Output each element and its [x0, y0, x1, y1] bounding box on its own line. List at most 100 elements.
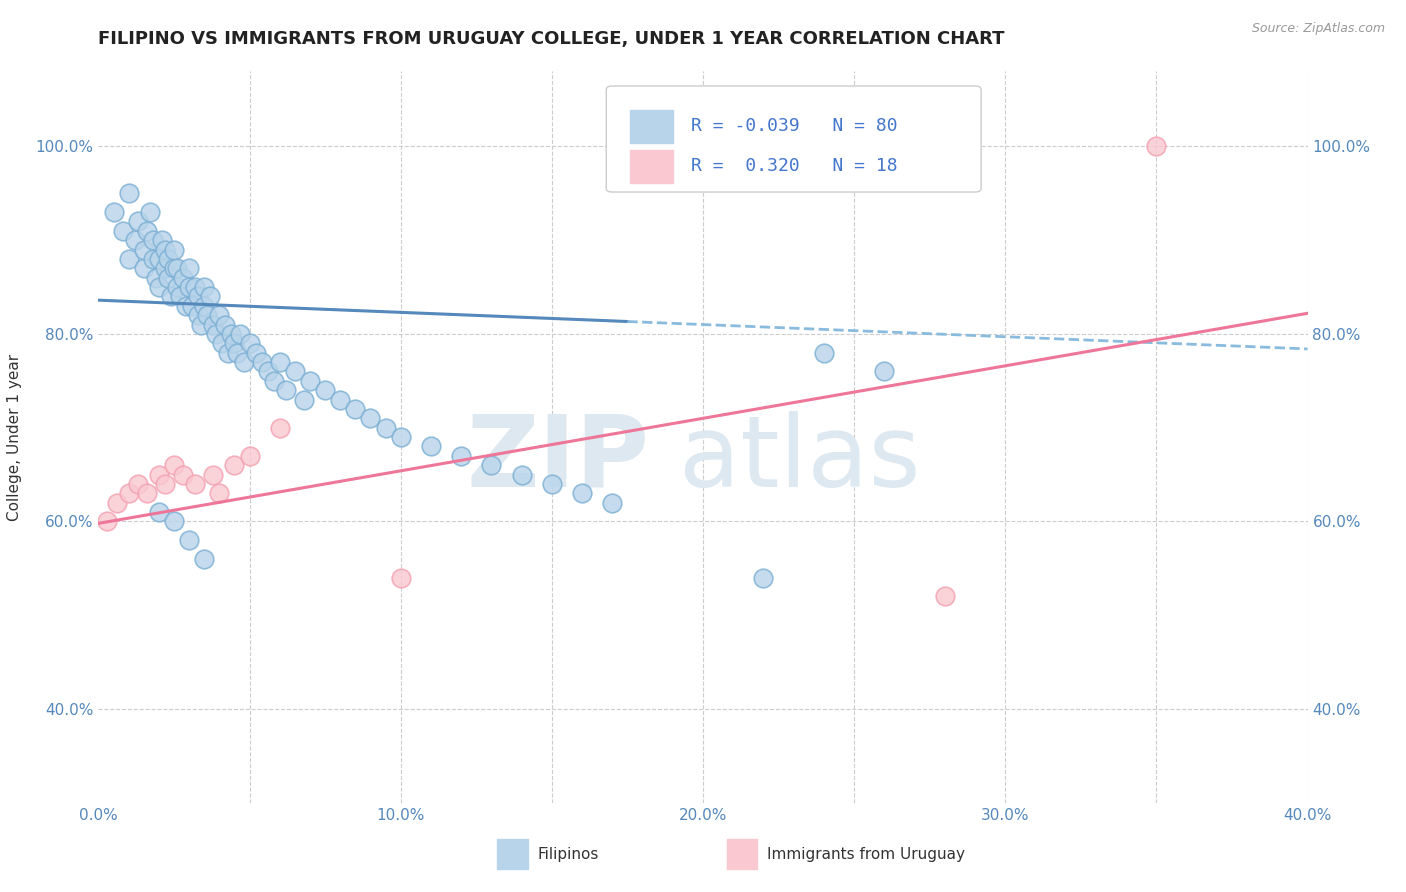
- Text: Immigrants from Uruguay: Immigrants from Uruguay: [768, 847, 965, 862]
- Point: [184, 280, 207, 294]
- Point: [269, 355, 291, 369]
- Point: [181, 299, 204, 313]
- FancyBboxPatch shape: [606, 86, 981, 192]
- Point: [105, 496, 128, 510]
- Point: [389, 430, 412, 444]
- Point: [193, 280, 215, 294]
- Y-axis label: College, Under 1 year: College, Under 1 year: [7, 353, 21, 521]
- Point: [360, 411, 382, 425]
- Point: [179, 261, 201, 276]
- Point: [150, 233, 173, 247]
- Point: [174, 299, 197, 313]
- Point: [172, 270, 194, 285]
- Point: [148, 280, 170, 294]
- Point: [153, 243, 176, 257]
- Point: [292, 392, 315, 407]
- Point: [752, 571, 775, 585]
- Point: [118, 252, 141, 266]
- Point: [232, 355, 254, 369]
- Point: [187, 308, 209, 322]
- Point: [124, 233, 146, 247]
- Point: [153, 477, 176, 491]
- Bar: [630, 110, 672, 143]
- Point: [420, 440, 443, 454]
- Point: [166, 280, 188, 294]
- Point: [269, 420, 291, 434]
- Point: [813, 345, 835, 359]
- Point: [187, 289, 209, 303]
- Point: [229, 326, 252, 341]
- Point: [211, 336, 233, 351]
- Point: [160, 289, 183, 303]
- Bar: [630, 150, 672, 183]
- Point: [299, 374, 322, 388]
- Point: [163, 458, 186, 473]
- Point: [179, 280, 201, 294]
- Point: [132, 243, 155, 257]
- Point: [139, 205, 162, 219]
- Point: [934, 590, 956, 604]
- Point: [132, 261, 155, 276]
- Point: [602, 496, 624, 510]
- Point: [256, 364, 278, 378]
- Bar: [498, 839, 527, 869]
- Point: [142, 252, 165, 266]
- Point: [873, 364, 896, 378]
- Point: [245, 345, 267, 359]
- Point: [163, 261, 186, 276]
- Point: [208, 486, 231, 500]
- Point: [571, 486, 593, 500]
- Point: [208, 308, 231, 322]
- Point: [540, 477, 562, 491]
- Point: [510, 467, 533, 482]
- Point: [374, 420, 396, 434]
- Point: [284, 364, 307, 378]
- Point: [127, 214, 149, 228]
- Point: [221, 326, 243, 341]
- Point: [314, 383, 336, 397]
- Point: [148, 252, 170, 266]
- Text: Filipinos: Filipinos: [537, 847, 599, 862]
- Text: R =  0.320   N = 18: R = 0.320 N = 18: [690, 158, 897, 176]
- Point: [172, 467, 194, 482]
- Point: [127, 477, 149, 491]
- Point: [103, 205, 125, 219]
- Point: [214, 318, 236, 332]
- Point: [239, 449, 262, 463]
- Point: [239, 336, 262, 351]
- Point: [250, 355, 273, 369]
- Point: [344, 401, 367, 416]
- Point: [184, 477, 207, 491]
- Point: [450, 449, 472, 463]
- Point: [1144, 139, 1167, 153]
- Point: [224, 336, 246, 351]
- Bar: [727, 839, 758, 869]
- Point: [148, 505, 170, 519]
- Point: [163, 243, 186, 257]
- Point: [224, 458, 246, 473]
- Point: [118, 486, 141, 500]
- Text: R = -0.039   N = 80: R = -0.039 N = 80: [690, 117, 897, 136]
- Point: [195, 308, 218, 322]
- Point: [135, 224, 157, 238]
- Point: [193, 552, 215, 566]
- Point: [389, 571, 412, 585]
- Point: [156, 270, 179, 285]
- Point: [96, 515, 118, 529]
- Point: [135, 486, 157, 500]
- Point: [142, 233, 165, 247]
- Point: [166, 261, 188, 276]
- Point: [118, 186, 141, 201]
- Point: [481, 458, 503, 473]
- Point: [263, 374, 285, 388]
- Point: [156, 252, 179, 266]
- Point: [202, 467, 225, 482]
- Point: [217, 345, 239, 359]
- Text: Source: ZipAtlas.com: Source: ZipAtlas.com: [1251, 22, 1385, 36]
- Text: ZIP: ZIP: [467, 410, 650, 508]
- Point: [148, 467, 170, 482]
- Point: [153, 261, 176, 276]
- Text: FILIPINO VS IMMIGRANTS FROM URUGUAY COLLEGE, UNDER 1 YEAR CORRELATION CHART: FILIPINO VS IMMIGRANTS FROM URUGUAY COLL…: [98, 29, 1005, 47]
- Point: [193, 299, 215, 313]
- Point: [202, 318, 225, 332]
